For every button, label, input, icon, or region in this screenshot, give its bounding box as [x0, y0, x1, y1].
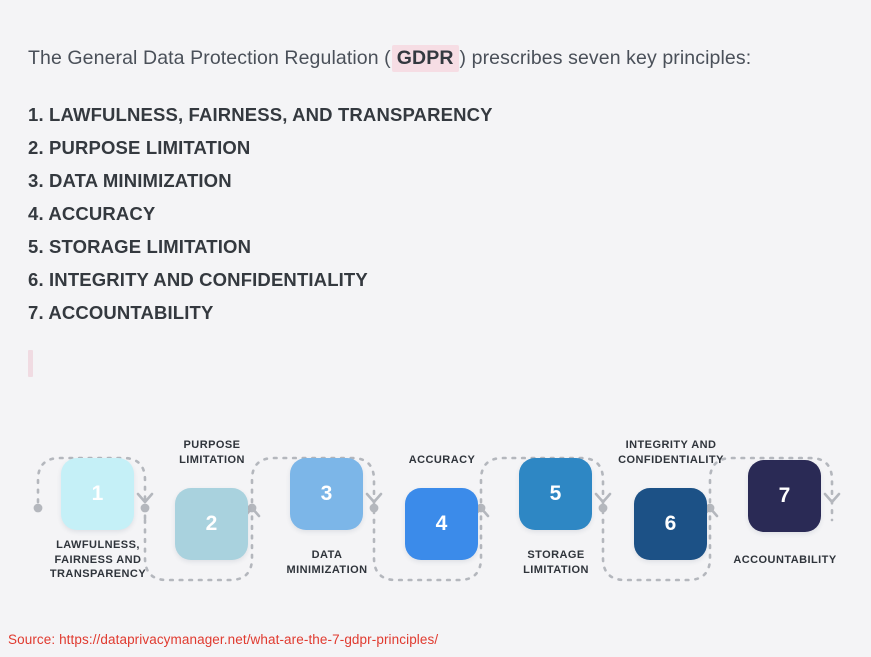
list-item: 7. ACCOUNTABILITY	[28, 302, 214, 323]
intro-text-after: ) prescribes seven key principles:	[459, 47, 752, 69]
list-item: 6. INTEGRITY AND CONFIDENTIALITY	[28, 269, 368, 290]
label-line: STORAGE	[527, 549, 585, 561]
gdpr-highlight: GDPR	[391, 45, 459, 72]
step-number: 6	[664, 512, 677, 535]
intro-text-before: The General Data Protection Regulation (	[28, 47, 391, 69]
label-line: LAWFULNESS,	[56, 539, 140, 551]
diagram-step-4[interactable]: 4	[405, 488, 478, 560]
label-line: LIMITATION	[179, 453, 245, 466]
diagram-step-1-label: LAWFULNESS, FAIRNESS AND TRANSPARENCY	[28, 538, 168, 582]
list-item: 2. PURPOSE LIMITATION	[28, 137, 251, 158]
diagram-step-2-label: PURPOSE LIMITATION	[142, 438, 282, 467]
label-line: LIMITATION	[523, 563, 589, 576]
diagram-step-2[interactable]: 2	[175, 488, 248, 560]
label-line: PURPOSE	[183, 439, 241, 451]
step-number: 4	[435, 512, 448, 535]
text-caret	[28, 350, 33, 377]
step-number: 5	[549, 482, 562, 505]
label-line: CONFIDENTIALITY	[618, 453, 724, 466]
diagram-step-5[interactable]: 5	[519, 458, 592, 530]
diagram-step-5-label: STORAGE LIMITATION	[486, 548, 626, 577]
connector-dots	[33, 503, 715, 513]
step-number: 2	[205, 512, 218, 535]
label-line: TRANSPARENCY	[49, 568, 147, 580]
diagram-step-3-label: DATA MINIMIZATION	[257, 548, 397, 577]
label-line: DATA	[311, 549, 343, 561]
source-line: Source: https://dataprivacymanager.net/w…	[8, 632, 438, 647]
diagram-step-7-label: ACCOUNTABILITY	[714, 553, 856, 568]
diagram-step-3[interactable]: 3	[290, 458, 363, 530]
diagram-step-6[interactable]: 6	[634, 488, 707, 560]
diagram-step-6-label: INTEGRITY AND CONFIDENTIALITY	[597, 438, 745, 467]
label-line: ACCURACY	[408, 454, 476, 466]
step-number: 3	[320, 482, 333, 505]
diagram-step-1[interactable]: 1	[61, 458, 134, 530]
label-line: MINIMIZATION	[286, 563, 368, 576]
source-prefix: Source:	[8, 632, 60, 647]
step-number: 7	[778, 484, 791, 507]
intro-paragraph: The General Data Protection Regulation (…	[28, 44, 751, 72]
source-link[interactable]: https://dataprivacymanager.net/what-are-…	[59, 632, 439, 647]
diagram-step-4-label: ACCURACY	[372, 453, 512, 468]
list-item: 3. DATA MINIMIZATION	[28, 170, 232, 191]
list-item: 5. STORAGE LIMITATION	[28, 236, 252, 257]
principles-list: 1. LAWFULNESS, FAIRNESS, AND TRANSPARENC…	[28, 98, 493, 329]
list-item: 1. LAWFULNESS, FAIRNESS, AND TRANSPARENC…	[28, 104, 493, 125]
label-line: FAIRNESS AND	[54, 553, 142, 566]
step-number: 1	[91, 482, 104, 505]
list-item: 4. ACCURACY	[28, 203, 156, 224]
gdpr-principles-diagram: 1 LAWFULNESS, FAIRNESS AND TRANSPARENCY …	[0, 420, 871, 610]
label-line: ACCOUNTABILITY	[733, 554, 837, 566]
label-line: INTEGRITY AND	[625, 439, 717, 451]
diagram-step-7[interactable]: 7	[748, 460, 821, 532]
